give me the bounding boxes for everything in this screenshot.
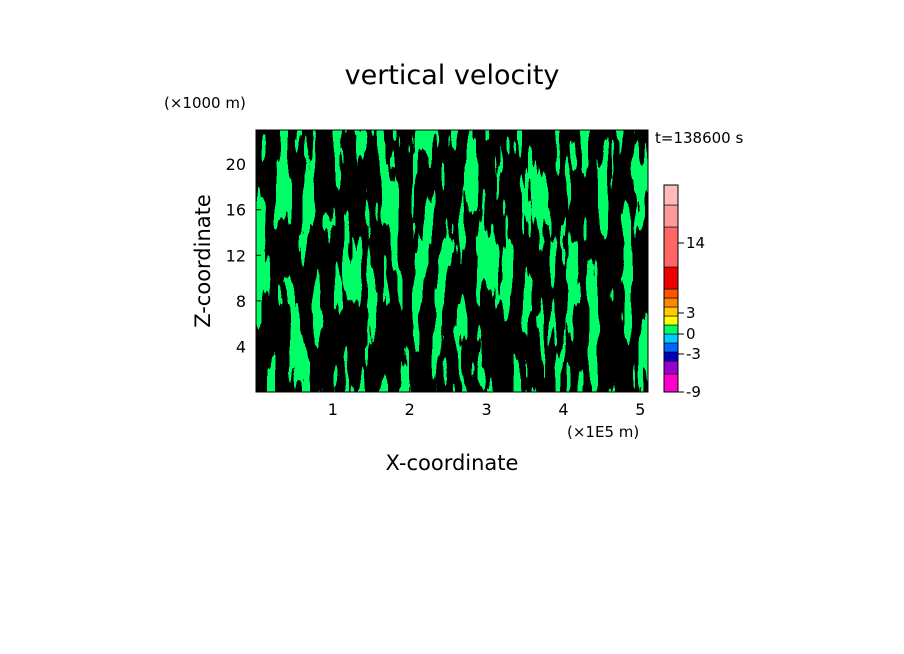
y-axis-label: Z-coordinate (191, 194, 215, 328)
chart-title: vertical velocity (345, 60, 560, 91)
y-tick-label: 16 (226, 201, 246, 220)
colorbar-level-11 (663, 226, 679, 268)
plot-frame (255, 129, 649, 393)
x-tick-label: 2 (405, 400, 415, 419)
x-tick-label: 4 (558, 400, 568, 419)
colorbar-level-2 (663, 351, 679, 362)
y-tick-label: 20 (226, 155, 246, 174)
time-label: t=138600 s (655, 129, 743, 147)
y-tick-label: 8 (236, 292, 246, 311)
colorbar-frame (663, 184, 679, 393)
colorbar-level-4 (663, 333, 679, 344)
x-tick-label: 5 (635, 400, 645, 419)
y-tick-label: 4 (236, 337, 246, 356)
colorbar-label: -9 (686, 383, 701, 401)
x-axis-ticks: 1 2 3 4 5 (328, 387, 645, 419)
x-unit-label: (×1E5 m) (567, 423, 639, 441)
colorbar-label: -3 (686, 345, 701, 363)
colorbar-level-13 (663, 184, 679, 206)
colorbar-label: 3 (686, 304, 696, 322)
y-tick-label: 12 (226, 246, 246, 265)
velocity-field (256, 130, 648, 392)
colorbar-level-12 (663, 204, 679, 228)
x-tick-label: 1 (328, 400, 338, 419)
colorbar-level-6 (663, 315, 679, 326)
x-axis-label: X-coordinate (386, 451, 519, 475)
colorbar-level-9 (663, 288, 679, 299)
x-tick-label: 3 (481, 400, 491, 419)
colorbar-level-3 (663, 342, 679, 353)
colorbar-level-1 (663, 360, 679, 375)
colorbar: 14 3 0 -3 -9 (663, 184, 705, 401)
colorbar-level-0 (663, 373, 679, 393)
y-unit-label: (×1000 m) (164, 94, 246, 112)
colorbar-label: 0 (686, 325, 696, 343)
colorbar-label: 14 (686, 234, 705, 252)
field-contours (256, 130, 648, 392)
colorbar-level-7 (663, 306, 679, 317)
colorbar-level-10 (663, 266, 679, 290)
colorbar-level-8 (663, 297, 679, 308)
colorbar-level-5 (663, 324, 679, 335)
y-axis-ticks: 4 8 12 16 20 (226, 155, 261, 356)
